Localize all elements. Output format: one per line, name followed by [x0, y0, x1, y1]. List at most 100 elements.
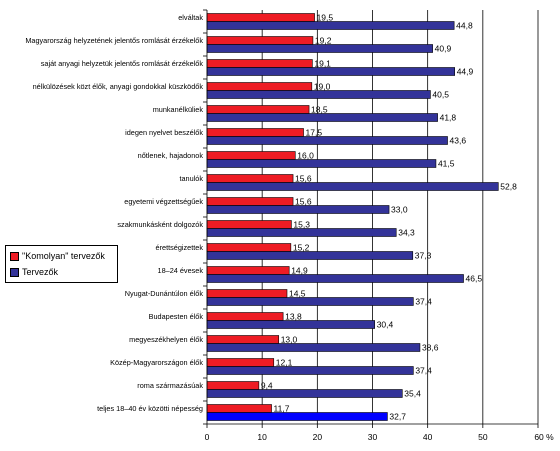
legend-swatch-tervezok — [10, 268, 19, 278]
bar-komolyan — [206, 312, 284, 321]
value-label-komolyan: 15,6 — [295, 174, 312, 184]
legend-item-tervezok: Tervezők — [10, 266, 58, 278]
bar-tervezok — [206, 228, 397, 237]
bar-komolyan — [206, 197, 294, 206]
x-tick-label: 10 — [257, 432, 267, 442]
value-label-komolyan: 19,5 — [317, 13, 334, 23]
value-label-tervezok: 38,6 — [422, 343, 439, 353]
category-label: munkanélküliek — [153, 105, 204, 114]
value-label-tervezok: 41,5 — [438, 159, 455, 169]
value-label-tervezok: 34,3 — [398, 228, 415, 238]
value-label-tervezok: 40,9 — [435, 44, 452, 54]
value-label-komolyan: 15,3 — [293, 220, 310, 230]
category-label: nőtlenek, hajadonok — [138, 151, 204, 160]
tick-labels: 0 10 20 30 40 50 60 % — [205, 432, 554, 442]
bar-tervezok — [206, 251, 414, 260]
value-labels: 19,5 44,8 19,2 40,9 19,1 44,9 19,0 40,5 18,5 41,8… — [261, 13, 517, 422]
category-label: érettségizettek — [156, 243, 204, 252]
bar-komolyan — [206, 335, 280, 344]
x-tick-label: 40 — [423, 432, 433, 442]
bar-komolyan — [206, 105, 310, 114]
bar-komolyan — [206, 220, 292, 229]
x-tick-label: 20 — [313, 432, 323, 442]
value-label-tervezok: 41,8 — [440, 113, 457, 123]
value-label-komolyan: 11,7 — [274, 404, 290, 414]
value-label-komolyan: 13,0 — [281, 335, 298, 345]
bar-komolyan — [206, 82, 313, 91]
bar-tervezok — [206, 90, 431, 99]
value-label-tervezok: 44,9 — [457, 67, 474, 77]
bar-tervezok — [206, 136, 448, 145]
value-label-tervezok: 43,6 — [450, 136, 467, 146]
legend-swatch-komolyan — [10, 252, 19, 262]
category-label: egyetemi végzettségűek — [124, 197, 203, 206]
bar-komolyan — [206, 381, 260, 390]
bar-tervezok — [206, 205, 390, 214]
value-label-komolyan: 14,9 — [291, 266, 308, 276]
value-label-tervezok: 40,5 — [432, 90, 449, 100]
bars — [206, 13, 499, 421]
category-label: teljes 18–40 év közötti népesség — [97, 404, 203, 413]
value-label-komolyan: 13,8 — [285, 312, 302, 322]
category-label: megyeszékhelyen élők — [129, 335, 203, 344]
bar-komolyan — [206, 128, 304, 137]
bar-tervezok — [206, 343, 421, 352]
category-label: Magyarország helyzetének jelentős romlás… — [25, 36, 203, 45]
bar-tervezok — [206, 412, 388, 421]
bar-komolyan — [206, 243, 292, 252]
value-label-komolyan: 15,6 — [295, 197, 312, 207]
legend-label-komolyan: "Komolyan" tervezők — [22, 251, 105, 261]
gridlines — [261, 10, 539, 424]
bar-tervezok — [206, 320, 376, 329]
legend-item-komolyan: "Komolyan" tervezők — [10, 250, 105, 262]
value-label-komolyan: 18,5 — [311, 105, 328, 115]
value-label-komolyan: 19,0 — [314, 82, 331, 92]
bar-tervezok — [206, 182, 499, 191]
legend: "Komolyan" tervezők Tervezők — [5, 245, 118, 283]
category-label: Nyugat-Dunántúlon élők — [125, 289, 204, 298]
bar-komolyan — [206, 13, 315, 22]
category-label: elváltak — [178, 13, 203, 22]
bar-komolyan — [206, 289, 288, 298]
value-label-tervezok: 33,0 — [391, 205, 408, 215]
value-label-tervezok: 37,4 — [415, 366, 432, 376]
bar-komolyan — [206, 36, 314, 45]
category-label: saját anyagi helyzetük jelentős romlását… — [41, 59, 204, 68]
category-label: Közép-Magyarországon élők — [110, 358, 203, 367]
x-tick-label: 60 % — [534, 432, 554, 442]
value-label-tervezok: 52,8 — [500, 182, 517, 192]
value-label-tervezok: 35,4 — [404, 389, 421, 399]
value-label-tervezok: 30,4 — [377, 320, 394, 330]
value-label-komolyan: 19,2 — [315, 36, 332, 46]
bar-tervezok — [206, 274, 464, 283]
bar-tervezok — [206, 67, 455, 76]
value-label-komolyan: 16,0 — [297, 151, 314, 161]
category-labels: elváltak Magyarország helyzetének jelentő… — [25, 13, 203, 413]
bar-komolyan — [206, 404, 272, 413]
value-label-tervezok: 37,4 — [415, 297, 432, 307]
bar-komolyan — [206, 174, 294, 183]
value-label-komolyan: 19,1 — [314, 59, 331, 69]
bar-komolyan — [206, 358, 275, 367]
x-tick-label: 30 — [368, 432, 378, 442]
value-label-tervezok: 37,3 — [415, 251, 432, 261]
value-label-tervezok: 46,5 — [466, 274, 483, 284]
bar-tervezok — [206, 113, 438, 122]
legend-label-tervezok: Tervezők — [22, 267, 59, 277]
bar-komolyan — [206, 266, 290, 275]
bar-tervezok — [206, 44, 433, 53]
bar-komolyan — [206, 59, 313, 68]
category-label: roma származásúak — [137, 381, 203, 390]
x-tick-label: 50 — [478, 432, 488, 442]
bar-tervezok — [206, 21, 455, 30]
bar-tervezok — [206, 297, 414, 306]
bar-tervezok — [206, 389, 403, 398]
value-label-komolyan: 9,4 — [261, 381, 273, 391]
axes — [203, 9, 539, 428]
bar-komolyan — [206, 151, 296, 160]
category-label: nélkülözések közt élők, anyagi gondokkal… — [33, 82, 204, 91]
value-label-komolyan: 17,5 — [306, 128, 323, 138]
value-label-komolyan: 12,1 — [276, 358, 293, 368]
x-tick-label: 0 — [205, 432, 210, 442]
